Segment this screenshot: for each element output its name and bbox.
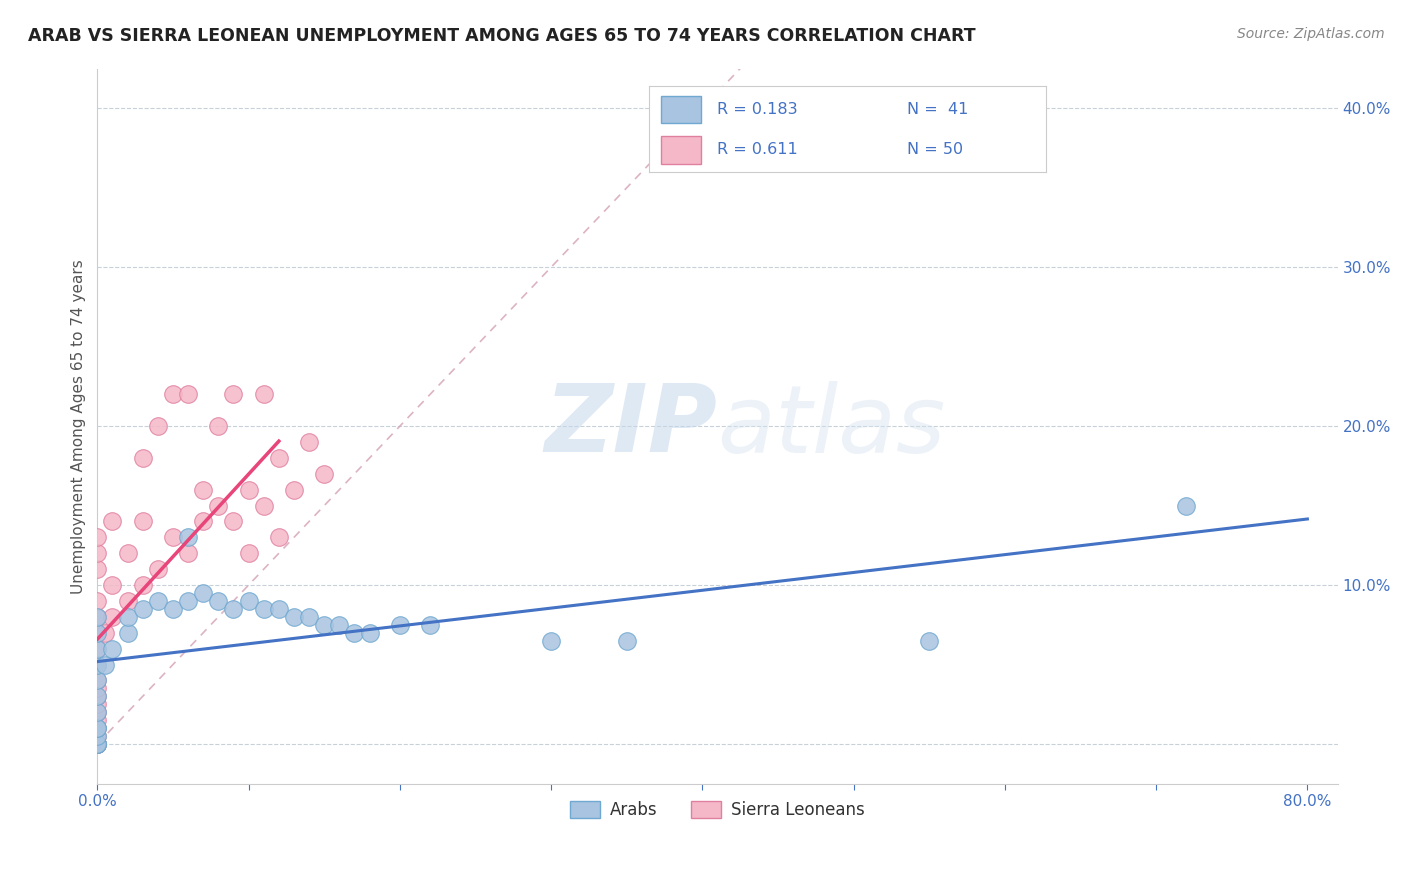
Point [283, 483, 305, 497]
Point [162, 602, 184, 616]
Point [193, 515, 215, 529]
Point [101, 578, 124, 592]
Point [540, 633, 562, 648]
Point [146, 594, 169, 608]
Point [94, 657, 117, 672]
Point [86, 729, 108, 743]
Point [86, 641, 108, 656]
Point [117, 594, 139, 608]
Point [86, 690, 108, 704]
Point [193, 483, 215, 497]
Point [177, 530, 200, 544]
Point [388, 617, 411, 632]
Point [1175, 499, 1198, 513]
Point [86, 641, 108, 656]
Point [253, 387, 276, 401]
Point [238, 483, 260, 497]
Point [86, 737, 108, 751]
Point [193, 586, 215, 600]
Point [207, 419, 229, 434]
Point [177, 594, 200, 608]
Point [86, 737, 108, 751]
Point [314, 617, 336, 632]
Point [101, 610, 124, 624]
Point [86, 625, 108, 640]
Point [86, 610, 108, 624]
Point [86, 673, 108, 688]
Point [86, 673, 108, 688]
Point [132, 450, 155, 465]
Point [298, 435, 321, 450]
Point [162, 530, 184, 544]
Text: ZIP: ZIP [544, 380, 717, 472]
Legend: Arabs, Sierra Leoneans: Arabs, Sierra Leoneans [564, 794, 872, 825]
Point [146, 562, 169, 576]
Point [117, 610, 139, 624]
Point [101, 515, 124, 529]
Point [86, 737, 108, 751]
Point [146, 419, 169, 434]
Point [222, 387, 245, 401]
Point [86, 530, 108, 544]
Point [86, 721, 108, 735]
Text: atlas: atlas [717, 381, 946, 472]
Point [86, 737, 108, 751]
Point [267, 530, 290, 544]
Point [314, 467, 336, 481]
Point [253, 499, 276, 513]
Point [222, 602, 245, 616]
Point [132, 515, 155, 529]
Point [132, 602, 155, 616]
Point [86, 713, 108, 727]
Point [117, 546, 139, 560]
Point [86, 657, 108, 672]
Point [86, 546, 108, 560]
Point [298, 610, 321, 624]
Point [86, 657, 108, 672]
Point [207, 499, 229, 513]
Point [94, 625, 117, 640]
Point [343, 625, 366, 640]
Point [267, 602, 290, 616]
Point [162, 387, 184, 401]
Point [86, 610, 108, 624]
Point [359, 625, 381, 640]
Point [616, 633, 638, 648]
Point [101, 641, 124, 656]
Text: Source: ZipAtlas.com: Source: ZipAtlas.com [1237, 27, 1385, 41]
Point [177, 546, 200, 560]
Point [86, 690, 108, 704]
Point [86, 737, 108, 751]
Point [86, 705, 108, 719]
Point [86, 721, 108, 735]
Point [177, 387, 200, 401]
Point [238, 546, 260, 560]
Point [283, 610, 305, 624]
Point [132, 578, 155, 592]
Point [86, 625, 108, 640]
Text: ARAB VS SIERRA LEONEAN UNEMPLOYMENT AMONG AGES 65 TO 74 YEARS CORRELATION CHART: ARAB VS SIERRA LEONEAN UNEMPLOYMENT AMON… [28, 27, 976, 45]
Point [86, 729, 108, 743]
Point [86, 562, 108, 576]
Point [86, 737, 108, 751]
Point [86, 737, 108, 751]
Point [918, 633, 941, 648]
Point [117, 625, 139, 640]
Point [207, 594, 229, 608]
Point [328, 617, 350, 632]
Point [86, 737, 108, 751]
Point [86, 594, 108, 608]
Point [419, 617, 441, 632]
Point [86, 698, 108, 712]
Point [222, 515, 245, 529]
Point [253, 602, 276, 616]
Point [267, 450, 290, 465]
Point [86, 721, 108, 735]
Y-axis label: Unemployment Among Ages 65 to 74 years: Unemployment Among Ages 65 to 74 years [72, 259, 86, 593]
Point [86, 681, 108, 696]
Point [238, 594, 260, 608]
Point [86, 705, 108, 719]
